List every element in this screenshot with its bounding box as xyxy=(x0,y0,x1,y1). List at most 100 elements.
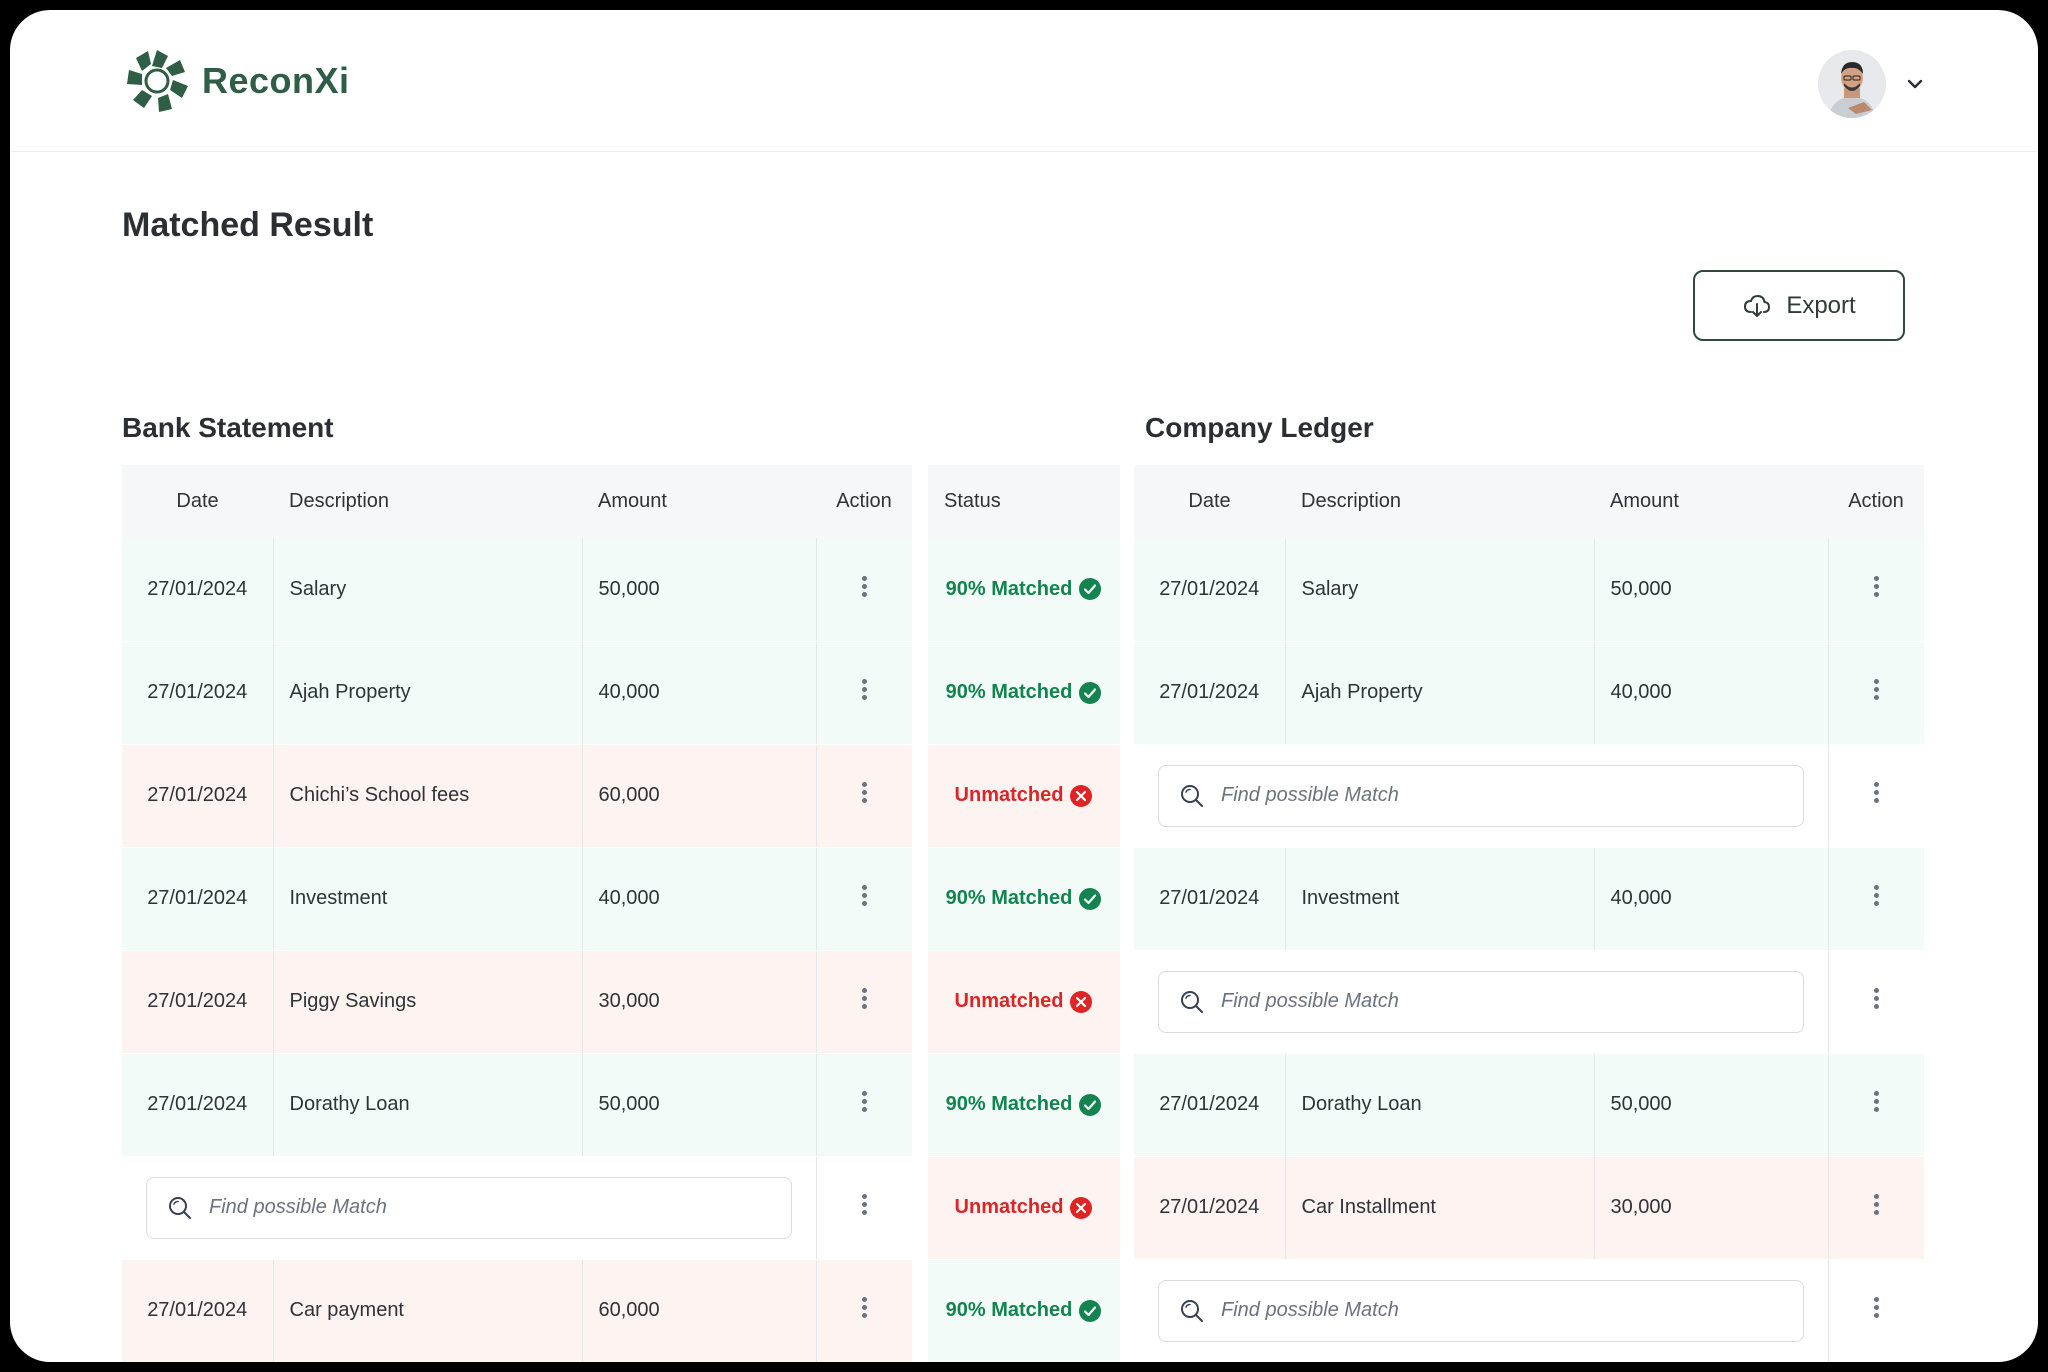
kebab-menu-icon[interactable] xyxy=(1873,573,1879,600)
ledger-date: 27/01/2024 xyxy=(1134,847,1286,951)
bank-header-row: Date Description Amount Action xyxy=(122,465,912,538)
bank-amount: 60,000 xyxy=(582,1259,817,1362)
ledger-row[interactable]: 27/01/2024 Ajah Property 40,000 xyxy=(1134,641,1924,745)
find-match-input[interactable]: Find possible Match xyxy=(1158,1279,1804,1342)
status-badge: Unmatched xyxy=(955,784,1094,808)
kebab-menu-icon[interactable] xyxy=(861,985,867,1012)
user-menu[interactable] xyxy=(1818,50,1926,118)
bank-header-description[interactable]: Description xyxy=(273,465,582,538)
bank-row[interactable]: Find possible Match xyxy=(122,1156,912,1260)
bank-date: 27/01/2024 xyxy=(122,1259,274,1362)
ledger-row[interactable]: 27/01/2024 Salary 50,000 xyxy=(1134,538,1924,642)
ledger-search-cell: Find possible Match xyxy=(1134,1259,1829,1362)
ledger-action-cell xyxy=(1828,744,1924,848)
bank-action-cell xyxy=(816,641,912,745)
kebab-menu-icon[interactable] xyxy=(1873,1088,1879,1115)
ledger-row[interactable]: Find possible Match xyxy=(1134,744,1924,848)
status-label: Unmatched xyxy=(954,1196,1064,1218)
ledger-date: 27/01/2024 xyxy=(1134,1053,1286,1157)
status-label: 90% Matched xyxy=(945,887,1073,909)
bank-header-date[interactable]: Date xyxy=(122,465,273,538)
bank-amount: 30,000 xyxy=(582,950,817,1054)
bank-header-amount[interactable]: Amount xyxy=(582,465,816,538)
logo[interactable]: ReconXi xyxy=(122,46,350,116)
find-match-input[interactable]: Find possible Match xyxy=(1158,970,1804,1033)
search-icon xyxy=(1181,784,1203,807)
bank-date: 27/01/2024 xyxy=(122,744,274,848)
bank-row[interactable]: 27/01/2024 Investment 40,000 xyxy=(122,847,912,951)
bank-action-cell xyxy=(816,1156,912,1260)
find-match-placeholder: Find possible Match xyxy=(1221,1299,1399,1321)
bank-amount: 40,000 xyxy=(582,847,817,951)
ledger-date: 27/01/2024 xyxy=(1134,1156,1286,1260)
kebab-menu-icon[interactable] xyxy=(861,573,867,600)
export-button[interactable]: Export xyxy=(1693,270,1905,341)
page-title: Matched Result xyxy=(122,206,374,244)
ledger-amount: 50,000 xyxy=(1594,1053,1829,1157)
kebab-menu-icon[interactable] xyxy=(1873,882,1879,909)
ledger-action-cell xyxy=(1828,950,1924,1054)
status-label: 90% Matched xyxy=(945,1299,1073,1321)
kebab-menu-icon[interactable] xyxy=(861,779,867,806)
ledger-action-cell xyxy=(1828,641,1924,745)
find-match-placeholder: Find possible Match xyxy=(1221,784,1399,806)
kebab-menu-icon[interactable] xyxy=(861,882,867,909)
bank-description: Ajah Property xyxy=(273,641,583,745)
check-circle-icon xyxy=(1079,578,1102,601)
status-cell: Unmatched xyxy=(928,1156,1120,1260)
ledger-row[interactable]: 27/01/2024 Dorathy Loan 50,000 xyxy=(1134,1053,1924,1157)
kebab-menu-icon[interactable] xyxy=(1873,1294,1879,1321)
kebab-menu-icon[interactable] xyxy=(1873,779,1879,806)
ledger-description: Ajah Property xyxy=(1285,641,1595,745)
status-row: 90% Matched xyxy=(928,641,1120,745)
reconxi-logo-icon xyxy=(127,50,188,112)
search-icon xyxy=(1181,990,1203,1013)
chevron-down-icon[interactable] xyxy=(1904,73,1926,95)
ledger-action-cell xyxy=(1828,1156,1924,1260)
bank-row[interactable]: 27/01/2024 Salary 50,000 xyxy=(122,538,912,642)
ledger-date: 27/01/2024 xyxy=(1134,538,1286,642)
ledger-row[interactable]: 27/01/2024 Investment 40,000 xyxy=(1134,847,1924,951)
bank-row[interactable]: 27/01/2024 Ajah Property 40,000 xyxy=(122,641,912,745)
avatar-image xyxy=(1818,50,1886,118)
kebab-menu-icon[interactable] xyxy=(861,676,867,703)
bank-row[interactable]: 27/01/2024 Car payment 60,000 xyxy=(122,1259,912,1362)
top-bar: ReconXi xyxy=(10,10,2038,152)
find-match-input[interactable]: Find possible Match xyxy=(1158,764,1804,827)
kebab-menu-icon[interactable] xyxy=(1873,1191,1879,1218)
ledger-header-description[interactable]: Description xyxy=(1285,465,1594,538)
ledger-amount: 50,000 xyxy=(1594,538,1829,642)
search-icon xyxy=(1181,1299,1203,1322)
ledger-amount: 40,000 xyxy=(1594,847,1829,951)
kebab-menu-icon[interactable] xyxy=(861,1191,867,1218)
kebab-menu-icon[interactable] xyxy=(861,1294,867,1321)
find-match-input[interactable]: Find possible Match xyxy=(146,1176,792,1239)
find-match-placeholder: Find possible Match xyxy=(1221,990,1399,1012)
bank-row[interactable]: 27/01/2024 Dorathy Loan 50,000 xyxy=(122,1053,912,1157)
ledger-action-cell xyxy=(1828,1053,1924,1157)
kebab-menu-icon[interactable] xyxy=(861,1088,867,1115)
ledger-row[interactable]: Find possible Match xyxy=(1134,950,1924,1054)
bank-row[interactable]: 27/01/2024 Chichi’s School fees 60,000 xyxy=(122,744,912,848)
bank-date: 27/01/2024 xyxy=(122,1053,274,1157)
kebab-menu-icon[interactable] xyxy=(1873,676,1879,703)
ledger-row[interactable]: Find possible Match xyxy=(1134,1259,1924,1362)
bank-description: Investment xyxy=(273,847,583,951)
ledger-row[interactable]: 27/01/2024 Car Installment 30,000 xyxy=(1134,1156,1924,1260)
status-label: 90% Matched xyxy=(945,577,1073,600)
avatar[interactable] xyxy=(1818,50,1886,118)
ledger-search-cell: Find possible Match xyxy=(1134,744,1829,848)
x-circle-icon xyxy=(1070,1196,1093,1219)
bank-description: Dorathy Loan xyxy=(273,1053,583,1157)
ledger-header-amount[interactable]: Amount xyxy=(1594,465,1828,538)
check-circle-icon xyxy=(1079,1299,1102,1322)
x-circle-icon xyxy=(1070,784,1093,807)
status-header[interactable]: Status xyxy=(928,465,1120,538)
bank-date: 27/01/2024 xyxy=(122,641,274,745)
kebab-menu-icon[interactable] xyxy=(1873,985,1879,1012)
ledger-header-date[interactable]: Date xyxy=(1134,465,1285,538)
status-row: Unmatched xyxy=(928,744,1120,848)
ledger-header-row: Date Description Amount Action xyxy=(1134,465,1924,538)
bank-amount: 40,000 xyxy=(582,641,817,745)
bank-row[interactable]: 27/01/2024 Piggy Savings 30,000 xyxy=(122,950,912,1054)
